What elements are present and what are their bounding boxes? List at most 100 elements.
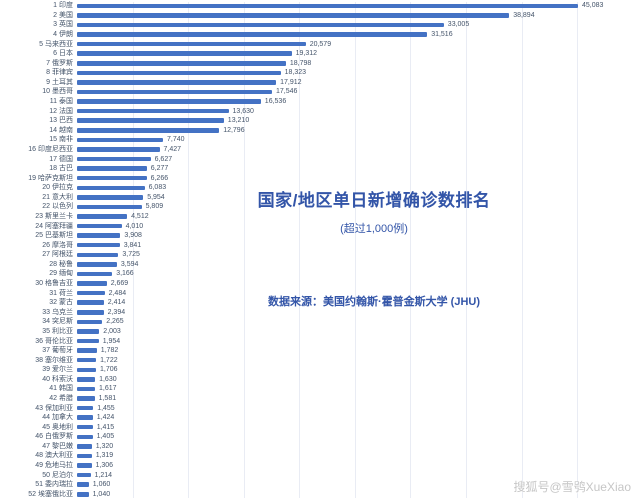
chart-row: 42 希腊 1,581 bbox=[0, 394, 637, 404]
row-value: 3,166 bbox=[116, 270, 134, 278]
row-value: 2,003 bbox=[103, 327, 121, 335]
row-label: 9 土耳其 bbox=[46, 78, 73, 86]
bar bbox=[77, 386, 95, 392]
row-value: 1,060 bbox=[92, 481, 111, 489]
row-label: 31 荷兰 bbox=[49, 289, 73, 297]
row-label: 22 以色列 bbox=[42, 203, 73, 211]
bar bbox=[77, 357, 97, 363]
chart-row: 4 伊朗 31,516 bbox=[0, 30, 637, 40]
chart-row: 34 突尼斯 2,265 bbox=[0, 317, 637, 327]
chart-row: 17 德国 6,627 bbox=[0, 154, 637, 164]
chart-row: 18 古巴 6,277 bbox=[0, 164, 637, 174]
chart-row: 49 危地马拉 1,306 bbox=[0, 461, 637, 471]
row-value: 2,669 bbox=[110, 280, 129, 288]
chart-row: 13 巴西 13,210 bbox=[0, 116, 637, 126]
chart-row: 20 伊拉克 6,083 bbox=[0, 183, 637, 193]
chart-row: 43 保加利亚 1,455 bbox=[0, 403, 637, 413]
row-label: 5 马来西亚 bbox=[39, 40, 73, 48]
row-value: 1,782 bbox=[100, 347, 119, 355]
watermark: 搜狐号@雪鸮XueXiao bbox=[513, 480, 631, 494]
gridline bbox=[577, 2, 579, 498]
row-value: 2,394 bbox=[107, 308, 126, 316]
row-label: 49 危地马拉 bbox=[35, 462, 73, 470]
row-value: 13,630 bbox=[232, 107, 254, 115]
row-value: 17,546 bbox=[276, 88, 298, 96]
chart-row: 45 奥地利 1,415 bbox=[0, 422, 637, 432]
chart-row: 5 马来西亚 20,579 bbox=[0, 39, 637, 49]
chart-row: 26 摩洛哥 3,841 bbox=[0, 240, 637, 250]
row-label: 2 美国 bbox=[53, 11, 73, 19]
row-label: 12 法国 bbox=[49, 107, 73, 115]
row-value: 1,722 bbox=[100, 356, 118, 364]
bar bbox=[77, 13, 510, 18]
bar bbox=[77, 482, 89, 487]
chart-row: 33 乌克兰 2,394 bbox=[0, 308, 637, 318]
row-value: 1,617 bbox=[99, 385, 117, 393]
row-label: 43 保加利亚 bbox=[35, 404, 73, 412]
chart-row: 51 委内瑞拉 1,060 bbox=[0, 480, 637, 490]
chart-subtitle: (超过1,000例) bbox=[340, 223, 408, 235]
row-value: 33,005 bbox=[447, 21, 470, 29]
chart-row: 50 尼泊尔 1,214 bbox=[0, 470, 637, 480]
row-label: 18 古巴 bbox=[49, 165, 73, 173]
chart-row: 30 格鲁吉亚 2,669 bbox=[0, 279, 637, 289]
chart-row: 32 蒙古 2,414 bbox=[0, 298, 637, 308]
chart-row: 35 利比亚 2,003 bbox=[0, 327, 637, 337]
bar bbox=[77, 99, 261, 104]
chart-row: 52 埃塞俄比亚 1,040 bbox=[0, 489, 637, 499]
row-value: 2,265 bbox=[106, 318, 124, 326]
row-value: 1,954 bbox=[102, 337, 121, 345]
row-value: 3,908 bbox=[124, 232, 142, 240]
row-value: 1,415 bbox=[96, 423, 115, 431]
chart-row: 29 缅甸 3,166 bbox=[0, 269, 637, 279]
bar bbox=[77, 424, 93, 430]
bar bbox=[77, 118, 224, 123]
row-label: 15 南非 bbox=[49, 136, 73, 144]
row-label: 52 埃塞俄比亚 bbox=[28, 490, 73, 498]
row-value: 31,516 bbox=[431, 31, 453, 39]
chart-row: 2 美国 38,894 bbox=[0, 11, 637, 21]
row-value: 45,083 bbox=[582, 2, 604, 10]
bar bbox=[77, 89, 272, 95]
chart-row: 8 菲律宾 18,323 bbox=[0, 68, 637, 78]
bar bbox=[77, 444, 92, 449]
row-label: 21 意大利 bbox=[42, 193, 73, 201]
chart-row: 19 哈萨克斯坦 6,266 bbox=[0, 173, 637, 183]
chart-row: 21 意大利 5,954 bbox=[0, 193, 637, 203]
row-label: 6 日本 bbox=[53, 50, 73, 58]
bar bbox=[77, 108, 229, 114]
chart-row: 12 法国 13,630 bbox=[0, 106, 637, 116]
gridline bbox=[188, 2, 190, 498]
row-value: 1,424 bbox=[96, 414, 115, 422]
row-label: 38 塞尔维亚 bbox=[35, 356, 73, 364]
row-value: 20,579 bbox=[309, 40, 332, 48]
row-label: 8 菲律宾 bbox=[46, 69, 73, 77]
bar bbox=[77, 300, 104, 305]
bar bbox=[77, 262, 117, 267]
row-value: 1,581 bbox=[98, 394, 117, 402]
row-value: 2,414 bbox=[107, 299, 126, 307]
chart-row: 6 日本 19,312 bbox=[0, 49, 637, 59]
bar bbox=[77, 156, 151, 162]
row-value: 3,594 bbox=[120, 260, 139, 268]
row-label: 4 伊朗 bbox=[53, 31, 73, 39]
bar bbox=[77, 310, 104, 315]
row-value: 1,319 bbox=[95, 452, 114, 460]
gridline bbox=[243, 2, 245, 498]
row-value: 5,954 bbox=[147, 193, 165, 201]
row-value: 1,630 bbox=[99, 375, 117, 383]
gridline bbox=[521, 2, 523, 498]
row-value: 18,798 bbox=[289, 59, 312, 67]
bar bbox=[77, 338, 99, 344]
bar bbox=[77, 472, 91, 478]
row-label: 46 白俄罗斯 bbox=[35, 433, 73, 441]
chart-row: 37 葡萄牙 1,782 bbox=[0, 346, 637, 356]
bar bbox=[77, 377, 96, 382]
row-value: 6,266 bbox=[150, 174, 169, 182]
chart-row: 44 加拿大 1,424 bbox=[0, 413, 637, 423]
row-value: 1,214 bbox=[94, 471, 113, 479]
bar bbox=[77, 233, 121, 238]
chart-row: 47 黎巴嫩 1,320 bbox=[0, 442, 637, 452]
bar bbox=[77, 367, 96, 372]
chart-title: 国家/地区单日新增确诊数排名 bbox=[257, 191, 491, 210]
